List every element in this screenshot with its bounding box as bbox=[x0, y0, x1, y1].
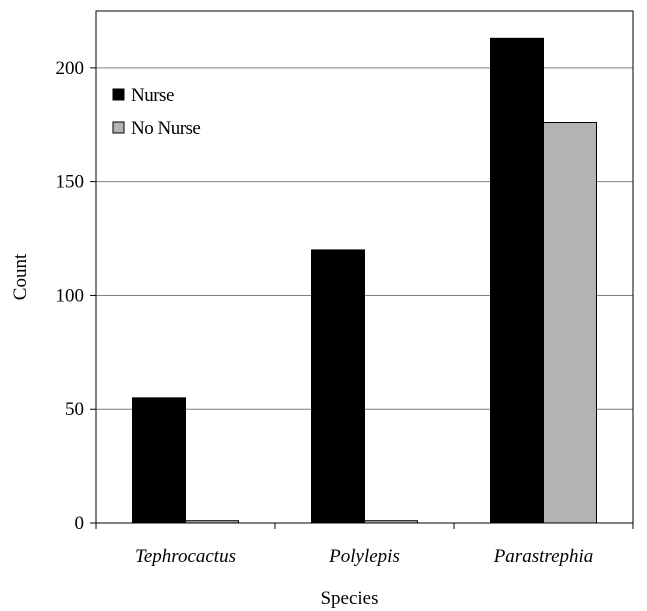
bar-nurse-parastrephia bbox=[490, 37, 544, 524]
x-category-label: Tephrocactus bbox=[135, 546, 236, 567]
y-tick-label: 50 bbox=[65, 399, 84, 420]
y-tick-label: 150 bbox=[56, 172, 85, 193]
bar-nurse-tephrocactus bbox=[132, 397, 186, 524]
y-axis-title: Count bbox=[10, 253, 31, 300]
legend: Nurse No Nurse bbox=[112, 85, 201, 139]
y-tick-label: 200 bbox=[56, 58, 85, 79]
x-category-label: Parastrephia bbox=[493, 546, 594, 567]
bars bbox=[132, 37, 597, 524]
y-tick-label: 0 bbox=[75, 513, 85, 534]
x-axis-category-labels: Tephrocactus Polylepis Parastrephia bbox=[95, 523, 634, 567]
legend-label: Nurse bbox=[131, 85, 174, 106]
x-category-label: Polylepis bbox=[328, 546, 400, 567]
y-axis-ticks: 0 50 100 150 200 bbox=[56, 58, 96, 534]
plot-frame bbox=[95, 10, 634, 524]
y-tick-label: 100 bbox=[56, 285, 85, 306]
legend-label: No Nurse bbox=[131, 118, 200, 139]
bar-no-nurse-parastrephia bbox=[543, 122, 597, 524]
x-axis-title: Species bbox=[320, 588, 378, 609]
legend-swatch bbox=[112, 88, 125, 101]
legend-swatch bbox=[112, 121, 125, 134]
bar-nurse-polylepis bbox=[311, 249, 365, 524]
